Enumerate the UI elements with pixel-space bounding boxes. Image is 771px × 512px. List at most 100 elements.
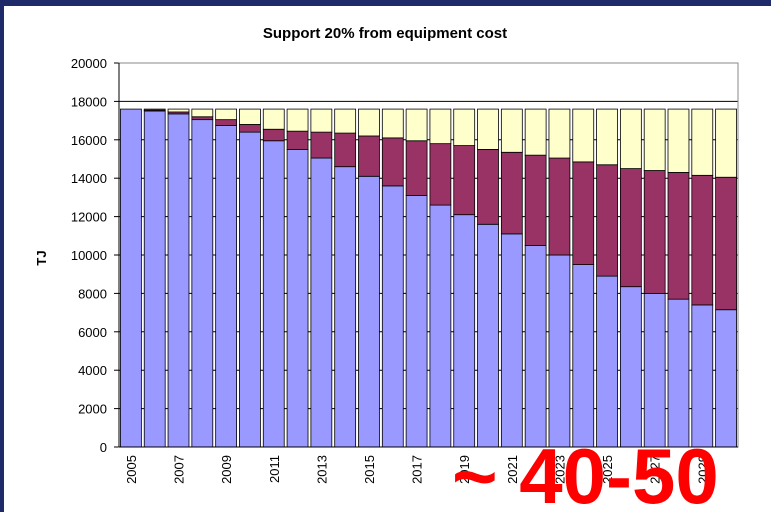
bar-segment [548, 157, 571, 256]
annotation: ~ 40-50 [452, 432, 719, 512]
x-tick-label: 2019 [457, 455, 472, 484]
bar-segment [215, 125, 238, 448]
bar-segment [167, 113, 190, 448]
bar-segment [262, 108, 285, 130]
bar-segment [334, 108, 357, 134]
x-tick-label: 2021 [505, 455, 520, 484]
y-tick-label: 18000 [71, 94, 107, 109]
bar-segment [286, 108, 309, 132]
y-tick-label: 12000 [71, 210, 107, 225]
bar-segment [453, 145, 476, 216]
bar-segment [477, 148, 499, 225]
bar-segment [191, 108, 214, 118]
y-tick-label: 14000 [71, 171, 107, 186]
bar-segment [381, 137, 404, 187]
bar-segment [429, 143, 452, 206]
bar-segment [524, 108, 547, 156]
bar-segment [429, 108, 452, 145]
x-tick-label: 2013 [314, 455, 329, 484]
bar-segment [381, 185, 404, 448]
bar-segment [619, 108, 642, 170]
bar-segment [524, 244, 547, 448]
bar-segment [524, 154, 547, 246]
bar-segment [643, 108, 666, 171]
y-tick-label: 6000 [78, 325, 107, 340]
bar-segment [453, 214, 476, 448]
bar-segment [215, 108, 238, 121]
bar-segment [381, 108, 404, 139]
bar-segment [143, 108, 166, 111]
bar-segment [691, 108, 714, 176]
y-tick-label: 16000 [71, 133, 107, 148]
bar-segment [120, 108, 142, 448]
bar-segment [286, 130, 309, 150]
bar-segment [548, 108, 571, 159]
bar-segment [310, 131, 333, 159]
bar-segment [500, 233, 523, 448]
y-tick-label: 0 [100, 440, 107, 455]
bar-segment [143, 110, 166, 448]
y-axis-label: TJ [34, 250, 49, 265]
bar-segment [429, 204, 452, 448]
bar-segment [358, 175, 380, 448]
x-tick-label: 2011 [267, 455, 282, 483]
bar-segment [405, 140, 428, 196]
y-tick-label: 4000 [78, 363, 107, 378]
bar-segment [667, 298, 690, 448]
y-tick-label: 2000 [78, 402, 107, 417]
bar-segment [643, 292, 666, 448]
x-tick-label: 2005 [124, 455, 139, 484]
bar-segment [453, 108, 476, 146]
top-border [0, 0, 771, 6]
bar-segment [715, 108, 737, 178]
bar-segment [643, 170, 666, 294]
bar-segment [215, 119, 238, 126]
left-border [0, 0, 4, 512]
bar-segment [191, 119, 214, 448]
bar-segment [286, 148, 309, 448]
bar-segment [334, 132, 357, 168]
bar-segment [691, 304, 714, 448]
x-tick-label: 2027 [648, 455, 663, 484]
bar-segment [477, 223, 499, 448]
bar-segment [239, 131, 261, 448]
x-tick-label: 2015 [362, 455, 377, 484]
bar-segment [239, 108, 261, 125]
x-tick-label: 2007 [172, 455, 187, 484]
x-tick-label: 2009 [219, 455, 234, 484]
bar-segment [262, 128, 285, 142]
bar-segment [715, 309, 737, 448]
bar-segment [358, 135, 380, 177]
bar-segment [477, 108, 499, 150]
y-tick-label: 20000 [71, 56, 107, 71]
x-tick-label: 2023 [552, 455, 567, 484]
bar-segment [691, 174, 714, 306]
x-tick-label: 2017 [410, 455, 425, 484]
bar-segment [500, 108, 523, 153]
bar-segment [715, 176, 737, 311]
bar-segment [667, 172, 690, 300]
bar-segment [334, 166, 357, 448]
bar-segment [619, 286, 642, 448]
bar-segment [572, 264, 595, 448]
y-tick-label: 8000 [78, 286, 107, 301]
y-tick-label: 10000 [71, 248, 107, 263]
bar-segment [239, 124, 261, 133]
bar-segment [619, 168, 642, 288]
bar-segment [167, 108, 190, 113]
bar-segment [405, 195, 428, 448]
bar-segment [596, 164, 618, 277]
x-tick-label: 2029 [695, 455, 710, 484]
chart-title: Support 20% from equipment cost [263, 25, 507, 42]
bar-segment [358, 108, 380, 137]
bar-segment [310, 157, 333, 448]
bar-segment [572, 108, 595, 163]
bar-segment [572, 161, 595, 266]
bar-segment [548, 254, 571, 448]
x-tick-label: 2025 [600, 455, 615, 484]
bar-segment [405, 108, 428, 142]
bar-segment [596, 108, 618, 166]
bar-segment [596, 275, 618, 448]
bar-segment [262, 140, 285, 448]
